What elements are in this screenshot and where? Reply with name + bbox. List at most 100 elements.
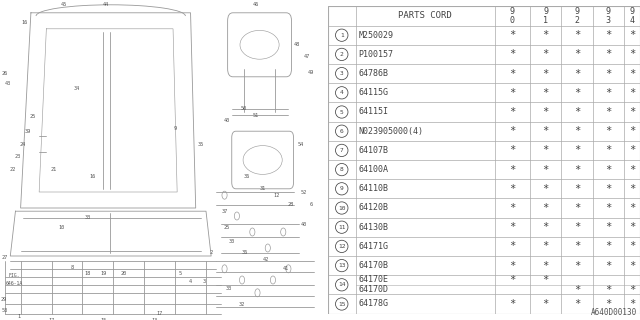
Text: 11: 11 (338, 225, 346, 230)
Text: *: * (542, 275, 548, 285)
Text: *: * (542, 241, 548, 252)
Text: 64170D: 64170D (358, 285, 388, 294)
Text: 64178G: 64178G (358, 300, 388, 308)
Text: *: * (628, 107, 635, 117)
Text: 29: 29 (1, 297, 7, 302)
Text: *: * (605, 126, 611, 136)
Text: *: * (605, 184, 611, 194)
Text: *: * (574, 203, 580, 213)
Text: *: * (509, 184, 515, 194)
Text: *: * (628, 30, 635, 40)
Text: *: * (509, 241, 515, 252)
Text: *: * (628, 164, 635, 175)
Text: 31: 31 (260, 186, 266, 191)
Text: *: * (605, 284, 611, 295)
Text: *: * (628, 68, 635, 79)
Text: 30: 30 (228, 239, 235, 244)
Text: 21: 21 (51, 167, 57, 172)
Text: 40: 40 (223, 117, 230, 123)
Text: *: * (628, 203, 635, 213)
Text: *: * (628, 184, 635, 194)
Text: *: * (574, 88, 580, 98)
Text: 20: 20 (120, 271, 127, 276)
Text: *: * (628, 126, 635, 136)
Text: P100157: P100157 (358, 50, 394, 59)
Text: 64110B: 64110B (358, 184, 388, 193)
Text: *: * (509, 145, 515, 156)
Text: *: * (574, 49, 580, 60)
Text: 49: 49 (308, 69, 314, 75)
Text: 4: 4 (340, 90, 344, 95)
Text: *: * (574, 145, 580, 156)
Text: *: * (574, 68, 580, 79)
Text: 12: 12 (338, 244, 346, 249)
Text: 24: 24 (20, 141, 26, 147)
Text: 52: 52 (301, 189, 307, 195)
Text: 9
4: 9 4 (629, 7, 634, 25)
Text: 46: 46 (252, 2, 259, 7)
Text: 33: 33 (225, 285, 232, 291)
Text: 36: 36 (244, 173, 250, 179)
Text: 34: 34 (74, 85, 81, 91)
Text: *: * (509, 107, 515, 117)
Text: *: * (574, 299, 580, 309)
Text: 12: 12 (273, 193, 279, 198)
Text: *: * (628, 260, 635, 271)
Text: 8: 8 (70, 265, 74, 270)
Text: 50: 50 (241, 106, 247, 111)
Text: 25: 25 (223, 225, 230, 230)
Text: 64115G: 64115G (358, 88, 388, 97)
Text: *: * (605, 30, 611, 40)
Text: *: * (542, 299, 548, 309)
Text: 3: 3 (202, 279, 205, 284)
Text: *: * (542, 88, 548, 98)
Text: 7: 7 (340, 148, 344, 153)
Text: *: * (605, 241, 611, 252)
Text: *: * (605, 68, 611, 79)
Text: *: * (574, 164, 580, 175)
Text: 15: 15 (100, 317, 106, 320)
Text: 28: 28 (287, 202, 294, 207)
Text: 646-1A: 646-1A (6, 281, 23, 286)
Text: 23: 23 (14, 154, 20, 159)
Text: 51: 51 (252, 113, 259, 118)
Text: *: * (542, 107, 548, 117)
Text: *: * (542, 68, 548, 79)
Text: *: * (509, 203, 515, 213)
Text: 64170B: 64170B (358, 261, 388, 270)
Text: 64171G: 64171G (358, 242, 388, 251)
Text: 1: 1 (17, 314, 20, 319)
Text: 6: 6 (340, 129, 344, 134)
Text: 48: 48 (294, 42, 300, 47)
Text: FIG.: FIG. (9, 273, 20, 278)
Text: *: * (542, 49, 548, 60)
Text: M250029: M250029 (358, 31, 394, 40)
Text: *: * (628, 241, 635, 252)
Text: 22: 22 (9, 167, 15, 172)
Text: *: * (542, 222, 548, 232)
Text: *: * (628, 284, 635, 295)
Text: 54: 54 (298, 141, 304, 147)
Text: *: * (542, 203, 548, 213)
Text: 9: 9 (173, 125, 177, 131)
Text: *: * (509, 299, 515, 309)
Text: 35: 35 (198, 141, 204, 147)
Text: *: * (509, 88, 515, 98)
Text: 8: 8 (340, 167, 344, 172)
Text: *: * (542, 260, 548, 271)
Text: *: * (542, 30, 548, 40)
Text: A640D00130: A640D00130 (591, 308, 637, 317)
Text: *: * (574, 126, 580, 136)
Text: 64100A: 64100A (358, 165, 388, 174)
Text: *: * (509, 275, 515, 285)
Text: 14: 14 (338, 282, 346, 287)
Text: 2: 2 (209, 250, 212, 255)
Text: 26: 26 (2, 71, 8, 76)
Text: *: * (605, 145, 611, 156)
Text: 44: 44 (103, 2, 109, 7)
Text: 5: 5 (179, 271, 182, 276)
Text: *: * (628, 222, 635, 232)
Text: 9
0: 9 0 (510, 7, 515, 25)
Text: 64786B: 64786B (358, 69, 388, 78)
Text: *: * (605, 88, 611, 98)
